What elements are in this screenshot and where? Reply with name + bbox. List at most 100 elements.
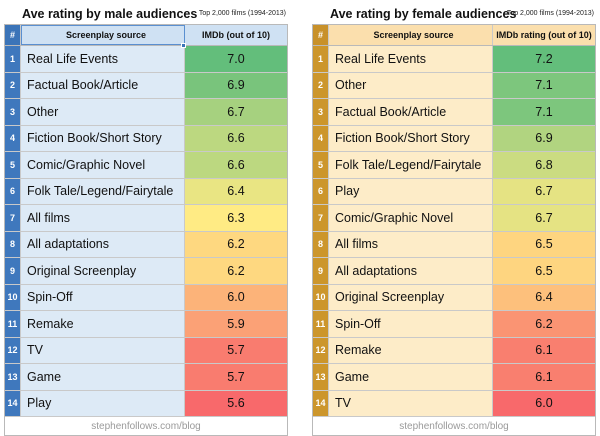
male-row-rating: 7.0 <box>185 46 287 72</box>
female-row-rank: 6 <box>313 178 329 204</box>
male-row-rating: 6.0 <box>185 284 287 310</box>
female-table-row: 14 TV 6.0 <box>313 390 595 417</box>
female-table-row: 2 Other 7.1 <box>313 72 595 99</box>
female-row-rating: 6.8 <box>493 152 595 178</box>
male-row-source: Folk Tale/Legend/Fairytale <box>21 178 185 204</box>
male-table-row: 13 Game 5.7 <box>5 364 287 391</box>
female-row-rating: 6.7 <box>493 205 595 231</box>
male-row-source: All adaptations <box>21 231 185 257</box>
male-table-row: 1 Real Life Events 7.0 <box>5 46 287 73</box>
male-header-source[interactable]: Screenplay source <box>21 25 185 45</box>
male-ratings-panel: Ave rating by male audiences Top 2,000 f… <box>4 4 288 436</box>
male-row-source: Real Life Events <box>21 46 185 72</box>
male-table-row: 12 TV 5.7 <box>5 337 287 364</box>
female-table-header: # Screenplay source IMDb rating (out of … <box>313 25 595 46</box>
male-row-rank: 10 <box>5 284 21 310</box>
female-table-row: 3 Factual Book/Article 7.1 <box>313 99 595 126</box>
male-row-rank: 12 <box>5 337 21 363</box>
male-row-rank: 3 <box>5 99 21 125</box>
male-row-rating: 6.6 <box>185 125 287 151</box>
female-row-source: Real Life Events <box>329 46 493 72</box>
female-table-body: 1 Real Life Events 7.2 2 Other 7.1 3 Factual Bo… <box>313 46 595 417</box>
female-table-row: 11 Spin-Off 6.2 <box>313 311 595 338</box>
male-row-rank: 13 <box>5 364 21 390</box>
female-table-row: 10 Original Screenplay 6.4 <box>313 284 595 311</box>
female-table-row: 1 Real Life Events 7.2 <box>313 46 595 73</box>
cell-selection-handle[interactable] <box>181 43 186 48</box>
female-header-source: Screenplay source <box>329 25 493 45</box>
male-row-rating: 5.9 <box>185 311 287 337</box>
female-row-source: TV <box>329 390 493 416</box>
female-table-row: 5 Folk Tale/Legend/Fairytale 6.8 <box>313 152 595 179</box>
male-row-rank: 8 <box>5 231 21 257</box>
male-row-rating: 6.9 <box>185 72 287 98</box>
male-row-source: Spin-Off <box>21 284 185 310</box>
male-row-rank: 14 <box>5 390 21 416</box>
male-table-subtitle: Top 2,000 films (1994-2013) <box>198 10 286 17</box>
female-row-rank: 14 <box>313 390 329 416</box>
female-table-title: Ave rating by female audiences <box>330 7 517 21</box>
female-row-rating: 7.1 <box>493 99 595 125</box>
female-row-rating: 6.5 <box>493 231 595 257</box>
male-row-source: Factual Book/Article <box>21 72 185 98</box>
male-row-rating: 6.2 <box>185 231 287 257</box>
male-table-row: 7 All films 6.3 <box>5 205 287 232</box>
male-row-rank: 6 <box>5 178 21 204</box>
male-table-row: 14 Play 5.6 <box>5 390 287 417</box>
female-row-source: Folk Tale/Legend/Fairytale <box>329 152 493 178</box>
female-row-rating: 6.9 <box>493 125 595 151</box>
female-table-subtitle: Top 2,000 films (1994-2013) <box>506 10 594 17</box>
female-header-rank: # <box>313 25 329 45</box>
male-table-footer: stephenfollows.com/blog <box>91 420 201 432</box>
male-header-rank: # <box>5 25 21 45</box>
male-row-rating: 6.4 <box>185 178 287 204</box>
female-row-source: Comic/Graphic Novel <box>329 205 493 231</box>
male-row-source: All films <box>21 205 185 231</box>
male-row-source: Comic/Graphic Novel <box>21 152 185 178</box>
female-row-source: Game <box>329 364 493 390</box>
female-row-rank: 3 <box>313 99 329 125</box>
female-row-rating: 6.2 <box>493 311 595 337</box>
male-row-rating: 5.6 <box>185 390 287 416</box>
male-row-rating: 5.7 <box>185 337 287 363</box>
female-row-rating: 7.1 <box>493 72 595 98</box>
male-row-source: Game <box>21 364 185 390</box>
female-row-rating: 7.2 <box>493 46 595 72</box>
male-ratings-table: # Screenplay source IMDb (out of 10) 1 Re… <box>4 24 288 436</box>
male-table-row: 2 Factual Book/Article 6.9 <box>5 72 287 99</box>
female-table-row: 7 Comic/Graphic Novel 6.7 <box>313 205 595 232</box>
male-row-rating: 5.7 <box>185 364 287 390</box>
female-table-row: 8 All films 6.5 <box>313 231 595 258</box>
female-header-rating: IMDb rating (out of 10) <box>496 30 592 40</box>
male-row-rating: 6.3 <box>185 205 287 231</box>
male-row-rating: 6.2 <box>185 258 287 284</box>
female-row-source: Factual Book/Article <box>329 99 493 125</box>
male-title-row: Ave rating by male audiences Top 2,000 f… <box>4 4 288 24</box>
female-row-rating: 6.5 <box>493 258 595 284</box>
male-row-source: Other <box>21 99 185 125</box>
male-table-header: # Screenplay source IMDb (out of 10) <box>5 25 287 46</box>
male-row-rank: 11 <box>5 311 21 337</box>
male-row-rank: 4 <box>5 125 21 151</box>
female-row-rank: 9 <box>313 258 329 284</box>
male-row-source: Play <box>21 390 185 416</box>
female-table-row: 6 Play 6.7 <box>313 178 595 205</box>
male-header-rating: IMDb (out of 10) <box>202 30 270 40</box>
female-row-rank: 2 <box>313 72 329 98</box>
female-row-rating: 6.7 <box>493 178 595 204</box>
female-title-row: Ave rating by female audiences Top 2,000… <box>312 4 596 24</box>
female-table-row: 9 All adaptations 6.5 <box>313 258 595 285</box>
male-table-row: 6 Folk Tale/Legend/Fairytale 6.4 <box>5 178 287 205</box>
female-row-source: All films <box>329 231 493 257</box>
female-row-source: Original Screenplay <box>329 284 493 310</box>
female-row-source: Spin-Off <box>329 311 493 337</box>
male-table-row: 3 Other 6.7 <box>5 99 287 126</box>
female-row-rank: 1 <box>313 46 329 72</box>
male-row-rating: 6.7 <box>185 99 287 125</box>
male-row-rank: 5 <box>5 152 21 178</box>
female-row-rank: 7 <box>313 205 329 231</box>
female-row-source: All adaptations <box>329 258 493 284</box>
female-row-source: Remake <box>329 337 493 363</box>
male-row-source: TV <box>21 337 185 363</box>
female-ratings-table: # Screenplay source IMDb rating (out of … <box>312 24 596 436</box>
